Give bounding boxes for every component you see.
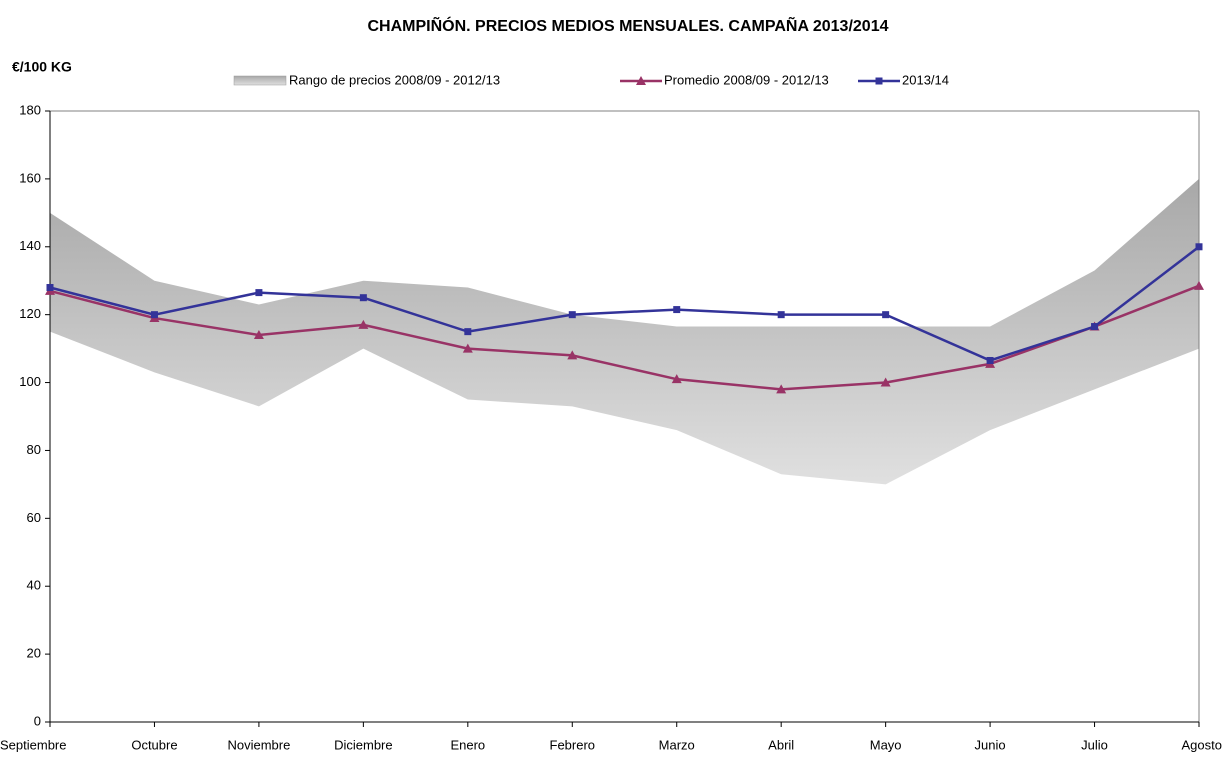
y-tick-label: 0 bbox=[34, 713, 41, 728]
data-point bbox=[1195, 243, 1203, 251]
data-point bbox=[880, 377, 891, 387]
series-line bbox=[49, 284, 1200, 391]
data-point bbox=[986, 356, 994, 364]
data-point bbox=[359, 294, 367, 302]
data-point bbox=[464, 328, 472, 336]
y-axis-label: €/100 KG bbox=[12, 59, 72, 75]
y-tick-label: 80 bbox=[27, 442, 41, 457]
x-tick-label: Abril bbox=[768, 737, 794, 752]
x-tick-label: Noviembre bbox=[227, 737, 290, 752]
legend-marker bbox=[636, 76, 646, 85]
x-tick-label: Agosto bbox=[1182, 737, 1222, 752]
x-tick-label: Junio bbox=[975, 737, 1006, 752]
data-point bbox=[253, 330, 264, 340]
chart-title: CHAMPIÑÓN. PRECIOS MEDIOS MENSUALES. CAM… bbox=[368, 15, 889, 35]
data-point bbox=[358, 319, 369, 329]
data-point bbox=[1194, 280, 1204, 290]
y-tick-label: 160 bbox=[19, 170, 41, 185]
x-tick-label: Enero bbox=[450, 737, 485, 752]
data-point bbox=[673, 306, 681, 314]
legend-marker bbox=[875, 77, 883, 85]
y-tick-label: 120 bbox=[19, 306, 41, 321]
x-tick-label: Diciembre bbox=[334, 737, 393, 752]
data-point bbox=[882, 311, 890, 319]
x-tick-label: Marzo bbox=[659, 737, 695, 752]
x-tick-label: Febrero bbox=[550, 737, 596, 752]
legend-label: Promedio 2008/09 - 2012/13 bbox=[664, 72, 829, 87]
data-point bbox=[568, 311, 576, 319]
data-point bbox=[671, 374, 682, 384]
y-tick-label: 40 bbox=[27, 578, 41, 593]
data-point bbox=[1091, 323, 1099, 331]
data-point bbox=[777, 311, 785, 319]
data-point bbox=[46, 284, 54, 292]
x-tick-label: Octubre bbox=[131, 737, 177, 752]
data-point bbox=[150, 311, 158, 319]
x-tick-label: Mayo bbox=[870, 737, 902, 752]
legend-swatch bbox=[233, 75, 287, 86]
series-line bbox=[49, 245, 1200, 362]
data-point bbox=[776, 384, 787, 394]
data-point bbox=[255, 289, 263, 297]
y-tick-label: 140 bbox=[19, 238, 41, 253]
x-tick-label: Septiembre bbox=[0, 737, 66, 752]
legend-label: Rango de precios 2008/09 - 2012/13 bbox=[289, 72, 500, 87]
data-point bbox=[462, 343, 473, 353]
data-point bbox=[567, 350, 578, 360]
range-band bbox=[50, 178, 1199, 485]
y-tick-label: 100 bbox=[19, 374, 41, 389]
legend-label: 2013/14 bbox=[902, 72, 949, 87]
y-tick-label: 60 bbox=[27, 510, 41, 525]
x-tick-label: Julio bbox=[1081, 737, 1108, 752]
y-tick-label: 20 bbox=[27, 646, 41, 661]
y-tick-label: 180 bbox=[19, 102, 41, 117]
